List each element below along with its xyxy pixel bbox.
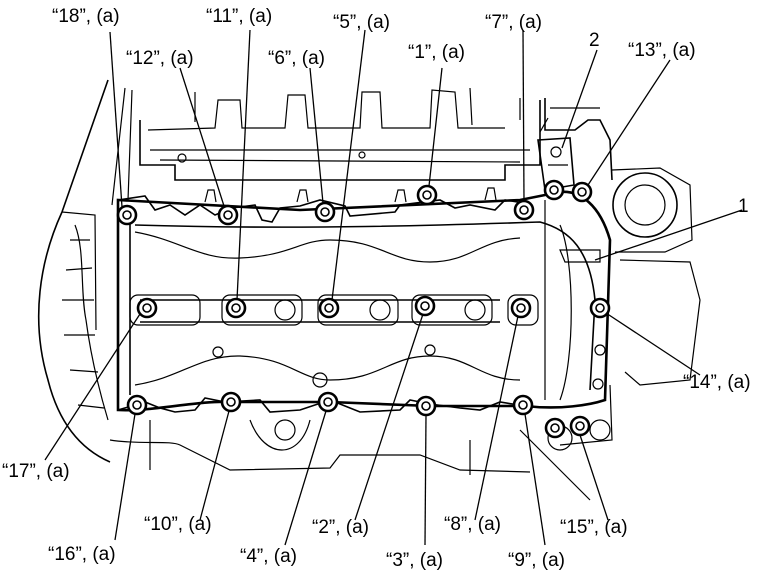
callout-10: “10”, (a) — [144, 514, 212, 535]
part-1-label: 1 — [738, 196, 749, 217]
callout-9: “9”, (a) — [508, 550, 565, 571]
bolt-3 — [415, 395, 437, 417]
bolt-7 — [513, 199, 535, 221]
engine-background — [37, 79, 701, 501]
callout-11: “11”, (a) — [206, 6, 272, 27]
callout-4: “4”, (a) — [240, 546, 297, 567]
bolt-5 — [318, 297, 340, 319]
bolt-13 — [571, 181, 593, 203]
callout-5: “5”, (a) — [333, 12, 390, 33]
callout-8: “8”, (a) — [444, 514, 501, 535]
bolt-2 — [414, 295, 436, 317]
callout-2: “2”, (a) — [312, 517, 369, 538]
callout-12: “12”, (a) — [126, 48, 194, 69]
bolt-item-2 — [543, 179, 565, 201]
callout-labels: “18”, (a) “11”, (a) “5”, (a) “7”, (a) “1… — [2, 6, 751, 571]
cylinder-head-cover — [116, 137, 612, 413]
bolt-18 — [116, 204, 138, 226]
callout-14: “14”, (a) — [683, 372, 751, 393]
callout-17: “17”, (a) — [2, 461, 70, 482]
callout-3: “3”, (a) — [386, 550, 443, 571]
callout-6: “6”, (a) — [268, 48, 325, 69]
bolt-1 — [416, 184, 438, 206]
bolt-14 — [589, 297, 611, 319]
callout-18: “18”, (a) — [52, 6, 120, 27]
bolt-9 — [512, 394, 534, 416]
callout-15: “15”, (a) — [560, 517, 628, 538]
bolt-10 — [220, 391, 242, 413]
leader-lines — [44, 29, 743, 546]
callout-7: “7”, (a) — [485, 12, 542, 33]
callout-13: “13”, (a) — [628, 40, 696, 61]
callout-16: “16”, (a) — [48, 544, 116, 565]
bolt-17 — [136, 297, 158, 319]
bolt-11 — [225, 297, 247, 319]
bolt-16 — [126, 394, 148, 416]
callout-1: “1”, (a) — [408, 42, 465, 63]
bolt-6 — [314, 201, 336, 223]
bolts — [116, 179, 611, 439]
bolt-8 — [510, 297, 532, 319]
bolt-4 — [317, 391, 339, 413]
part-2-label: 2 — [589, 30, 600, 51]
bolt-12 — [217, 204, 239, 226]
bolt-15a — [544, 417, 566, 439]
bolt-15b — [569, 415, 591, 437]
